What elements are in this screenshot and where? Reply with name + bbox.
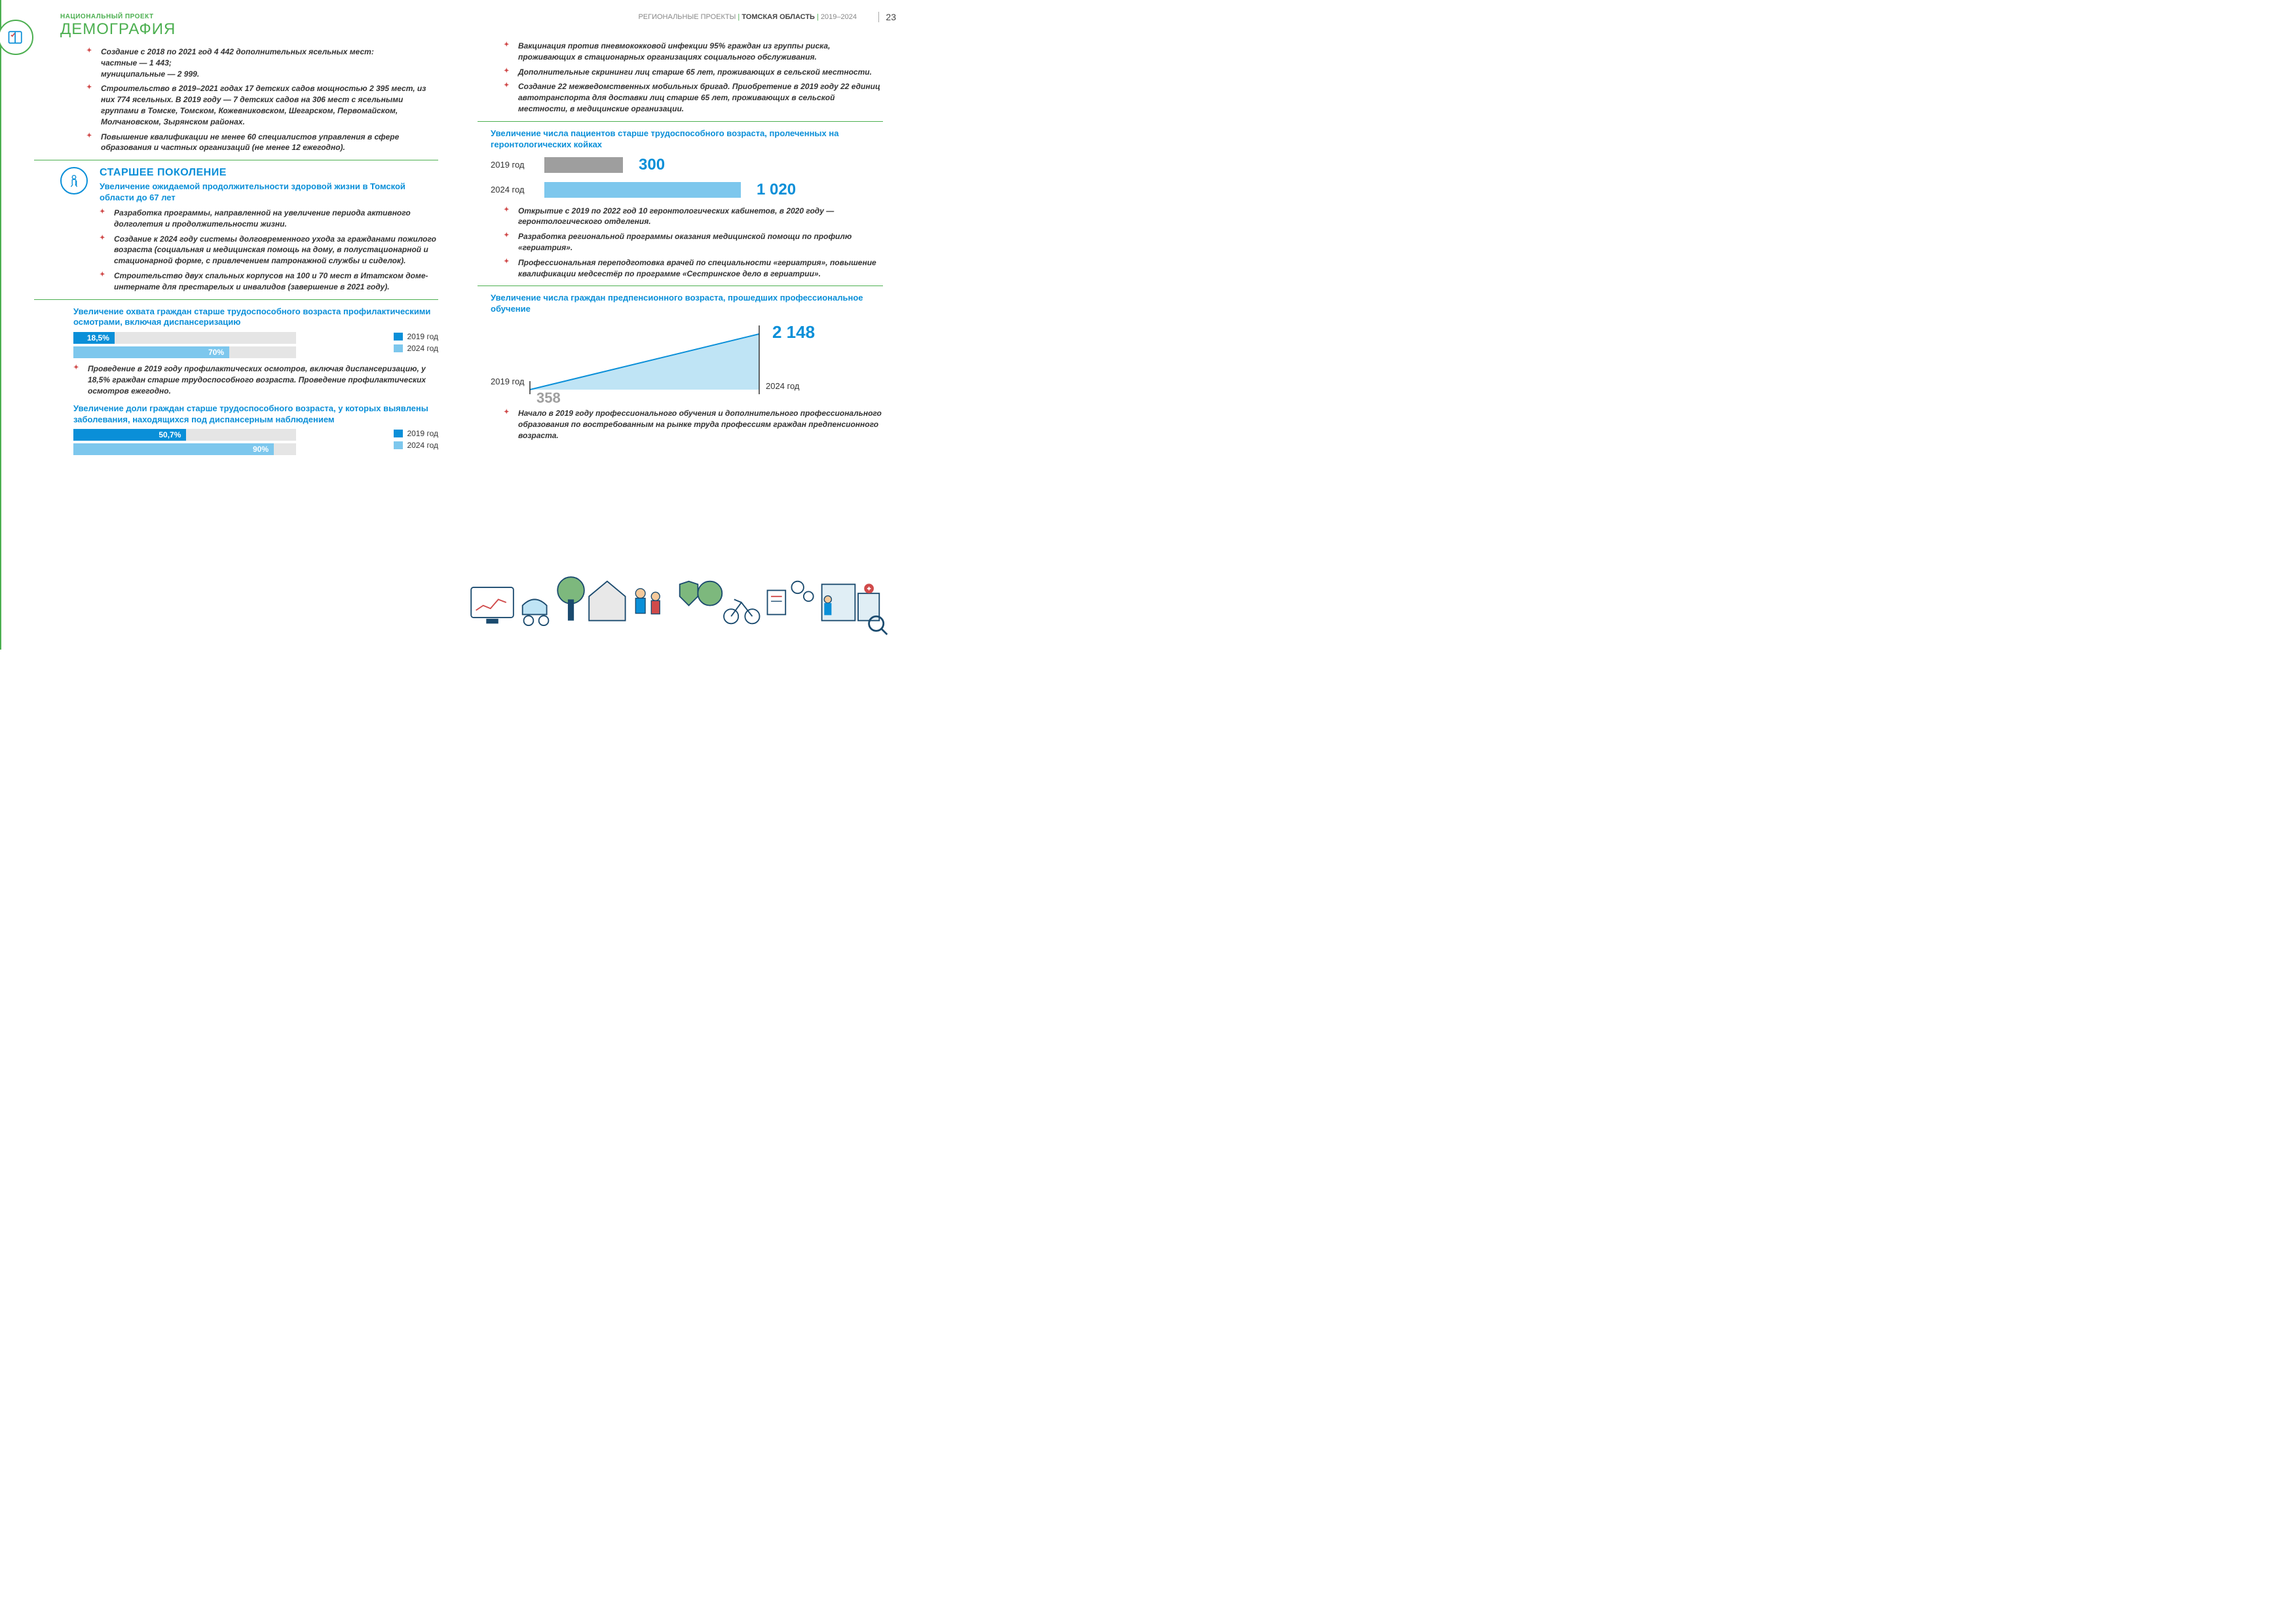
hbar-value: 300 (639, 156, 665, 174)
chart-title: Увеличение числа пациентов старше трудос… (491, 128, 883, 151)
chart-title: Увеличение охвата граждан старше трудосп… (73, 306, 438, 329)
bar-value: 70% (208, 348, 224, 357)
demography-icon (0, 20, 33, 55)
bar-2019: 18,5% (73, 332, 115, 344)
legend-label: 2019 год (407, 429, 438, 438)
top-bullets-right: Вакцинация против пневмококковой инфекци… (504, 41, 883, 115)
hbar-year: 2019 год (491, 160, 536, 170)
header-title: ДЕМОГРАФИЯ (60, 20, 438, 39)
gerontology-chart: 2019 год 300 2024 год 1 020 (491, 156, 883, 199)
legend-label: 2024 год (407, 441, 438, 450)
dispensary-chart: 2019 год 2024 год 50,7% 90% (73, 429, 438, 455)
section-title: СТАРШЕЕ ПОКОЛЕНИЕ (100, 167, 438, 179)
divider (478, 121, 883, 122)
legend-swatch (394, 430, 403, 437)
coverage-chart: 2019 год 2024 год 18,5% 70% (73, 332, 438, 358)
bar-2024: 70% (73, 346, 229, 358)
bullet-item: Разработка программы, направленной на ув… (100, 208, 438, 230)
bullet-item: Строительство в 2019–2021 годах 17 детск… (86, 83, 438, 127)
hbar-year: 2024 год (491, 185, 536, 194)
header-subtitle: НАЦИОНАЛЬНЫЙ ПРОЕКТ (60, 13, 438, 20)
chart-legend: 2019 год 2024 год (394, 429, 438, 452)
hbar-2024 (544, 182, 741, 198)
legend-label: 2019 год (407, 332, 438, 341)
axis-year-end: 2024 год (766, 381, 800, 391)
bullet-item: Создание с 2018 по 2021 год 4 442 дополн… (86, 46, 438, 79)
bar-2019: 50,7% (73, 429, 186, 441)
chart-title: Увеличение доли граждан старше трудоспос… (73, 403, 438, 426)
legend-swatch (394, 333, 403, 341)
hbar-value: 1 020 (757, 181, 796, 199)
page-number: 23 (878, 12, 896, 22)
divider (34, 299, 438, 300)
line-value-end: 2 148 (772, 322, 815, 342)
chart-legend: 2019 год 2024 год (394, 332, 438, 356)
hbar-2019 (544, 157, 623, 173)
section-subtitle: Увеличение ожидаемой продолжительности з… (100, 181, 438, 204)
bar-value: 90% (253, 445, 269, 454)
bullet-item: Начало в 2019 году профессионального обу… (504, 408, 883, 441)
elderly-icon (60, 167, 88, 194)
chart-title: Увеличение числа граждан предпенсионного… (491, 293, 883, 315)
bullet-item: Вакцинация против пневмококковой инфекци… (504, 41, 883, 63)
left-column: НАЦИОНАЛЬНЫЙ ПРОЕКТ ДЕМОГРАФИЯ Создание … (0, 0, 458, 650)
bullet-item: Повышение квалификации не менее 60 специ… (86, 132, 438, 154)
bar-2024: 90% (73, 443, 274, 455)
bullet-item: Профессиональная переподготовка врачей п… (504, 257, 883, 280)
right-column: 23 РЕГИОНАЛЬНЫЕ ПРОЕКТЫ | ТОМСКАЯ ОБЛАСТ… (458, 0, 916, 650)
top-bullets-left: Создание с 2018 по 2021 год 4 442 дополн… (86, 46, 438, 153)
legend-swatch (394, 441, 403, 449)
bullet-item: Создание 22 межведомственных мобильных б… (504, 81, 883, 114)
bullet-item: Создание к 2024 году системы долговремен… (100, 234, 438, 267)
breadcrumb-prefix: РЕГИОНАЛЬНЫЕ ПРОЕКТЫ (638, 13, 736, 21)
bullet-item: Дополнительные скрининги лиц старше 65 л… (504, 67, 883, 78)
header-right: РЕГИОНАЛЬНЫЕ ПРОЕКТЫ | ТОМСКАЯ ОБЛАСТЬ |… (478, 13, 883, 21)
breadcrumb-region: ТОМСКАЯ ОБЛАСТЬ (741, 13, 815, 21)
breadcrumb-years: 2019–2024 (821, 13, 857, 21)
legend-swatch (394, 344, 403, 352)
header-left: НАЦИОНАЛЬНЫЙ ПРОЕКТ ДЕМОГРАФИЯ (60, 13, 438, 39)
bullet-item: Проведение в 2019 году профилактических … (73, 363, 438, 396)
bottom-illustration (458, 557, 896, 642)
line-value-start: 358 (536, 390, 561, 407)
bullet-item: Открытие с 2019 по 2022 год 10 геронтоло… (504, 206, 883, 228)
training-chart: 2019 год 2024 год 358 2 148 (491, 319, 883, 404)
bar-value: 50,7% (159, 430, 181, 439)
bullet-item: Разработка региональной программы оказан… (504, 231, 883, 253)
axis-year-start: 2019 год (491, 377, 525, 386)
bar-value: 18,5% (87, 333, 109, 342)
legend-label: 2024 год (407, 344, 438, 353)
bullet-item: Строительство двух спальных корпусов на … (100, 270, 438, 293)
